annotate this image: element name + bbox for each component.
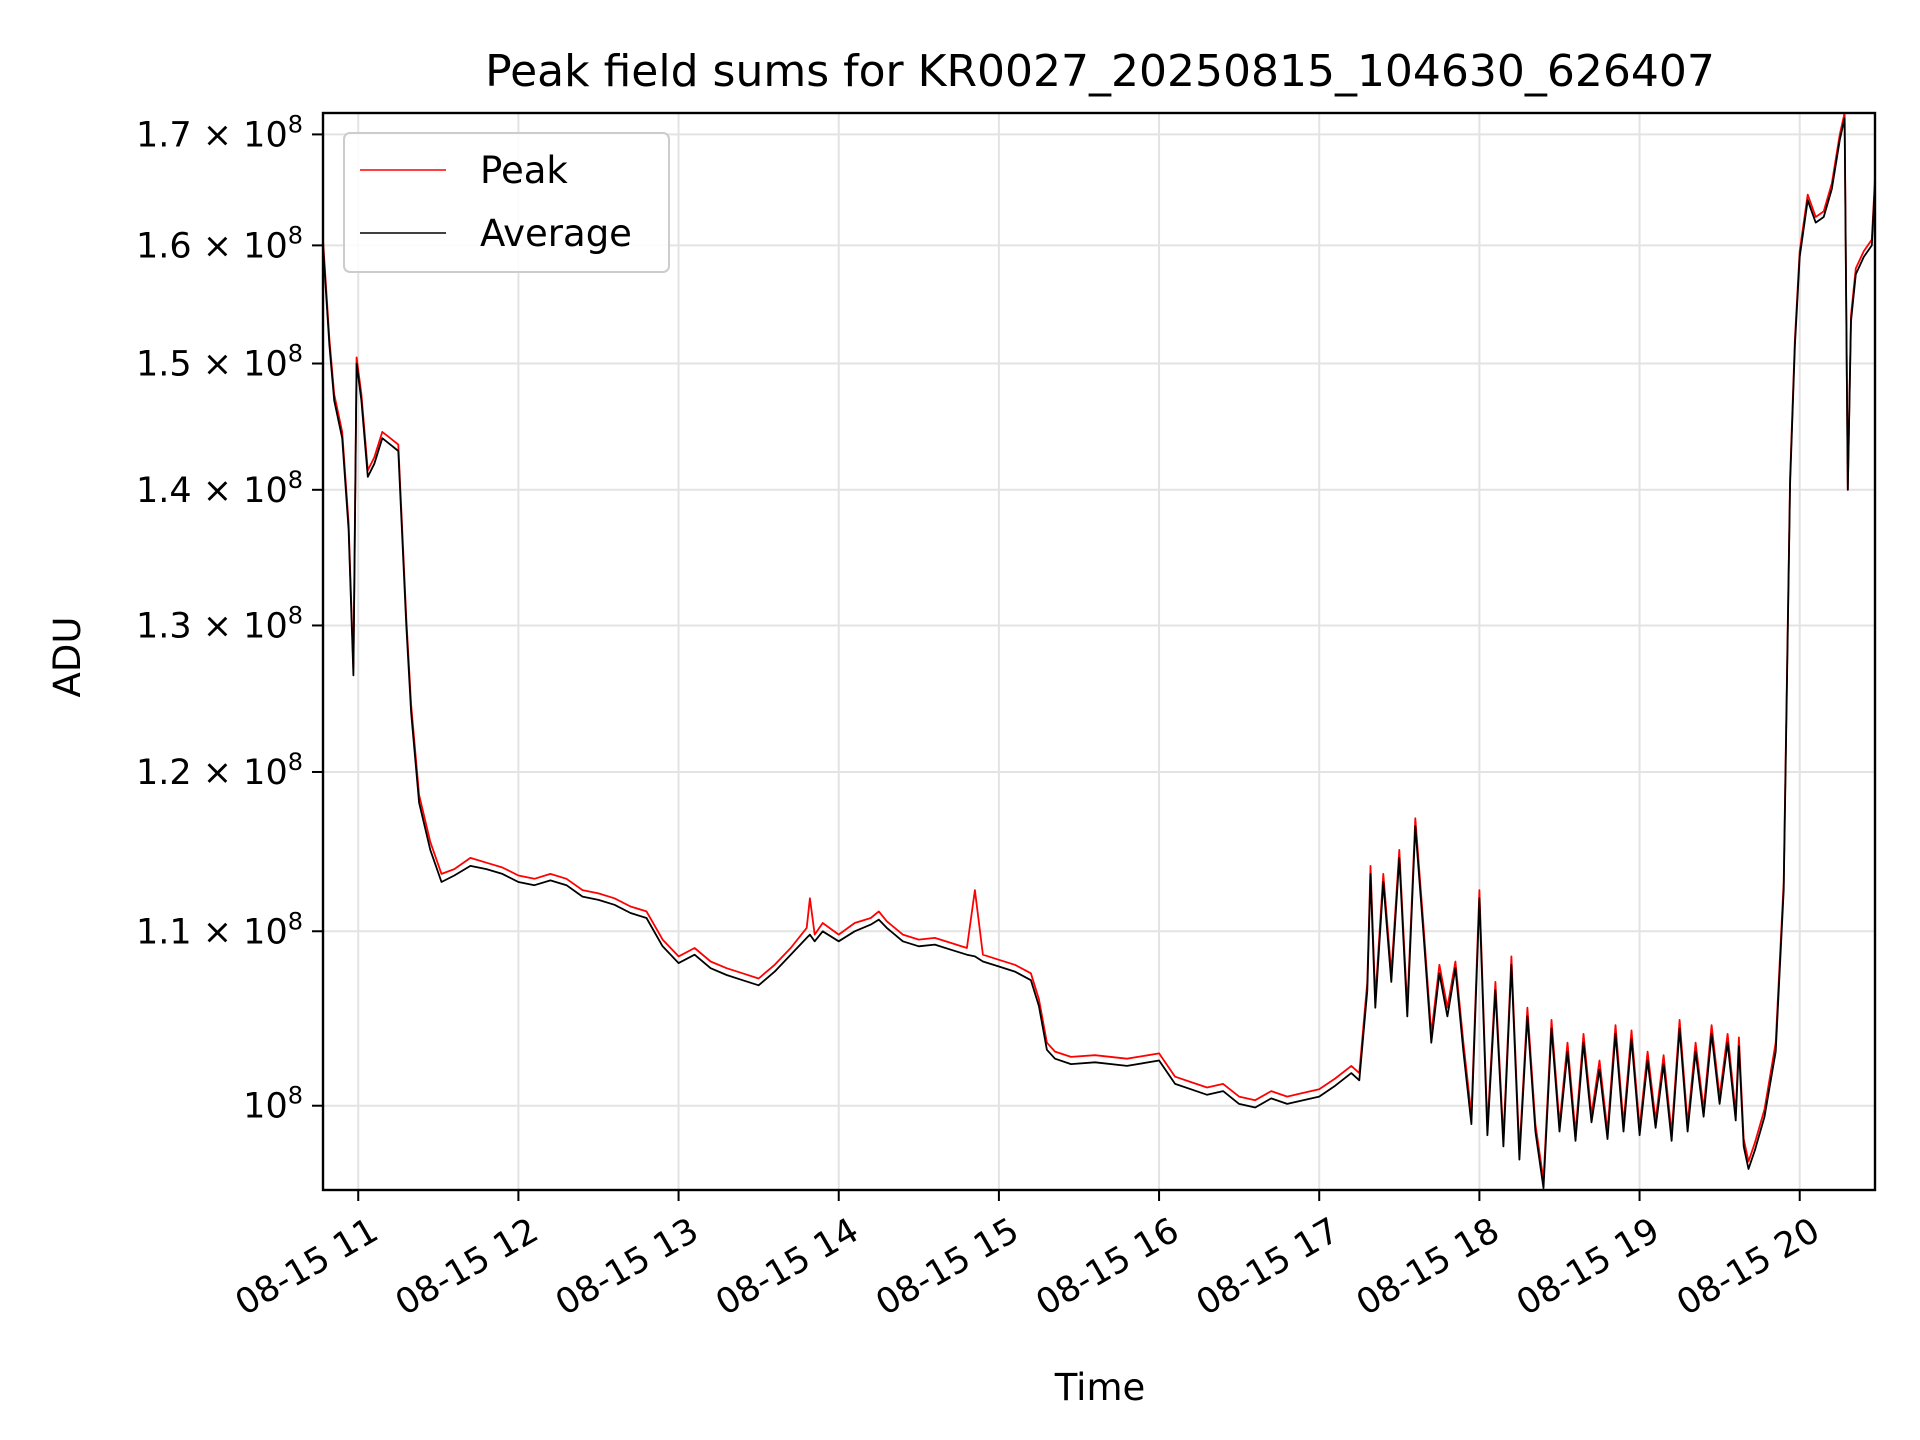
chart-title: Peak field sums for KR0027_20250815_1046… — [485, 46, 1715, 97]
legend-label-average: Average — [480, 212, 632, 255]
legend-box — [343, 132, 670, 273]
legend-label-peak: Peak — [480, 149, 568, 192]
x-axis-label: Time — [1054, 1366, 1146, 1409]
plot-area-frame — [321, 111, 1877, 1192]
y-tick-label: 1.2 × 108 — [136, 748, 303, 793]
y-tick-label: 1.5 × 108 — [136, 340, 303, 385]
series-layer — [322, 112, 1876, 1189]
y-tick-label: 108 — [243, 1082, 303, 1127]
legend: Peak Average — [343, 132, 670, 273]
grid — [323, 113, 1875, 1190]
y-axis-label: ADU — [46, 617, 89, 698]
series-line-average — [322, 117, 1876, 1189]
y-axis-ticks: 108 1.1 × 108 1.2 × 108 1.3 × 108 1.4 × 108 1… — [136, 110, 323, 1127]
y-tick-label: 1.7 × 108 — [136, 110, 303, 155]
y-tick-label: 1.6 × 108 — [136, 221, 303, 266]
y-tick-label: 1.1 × 108 — [136, 907, 303, 952]
series-line-peak — [322, 112, 1876, 1182]
y-tick-label: 1.4 × 108 — [136, 466, 303, 511]
y-tick-label: 1.3 × 108 — [136, 601, 303, 646]
